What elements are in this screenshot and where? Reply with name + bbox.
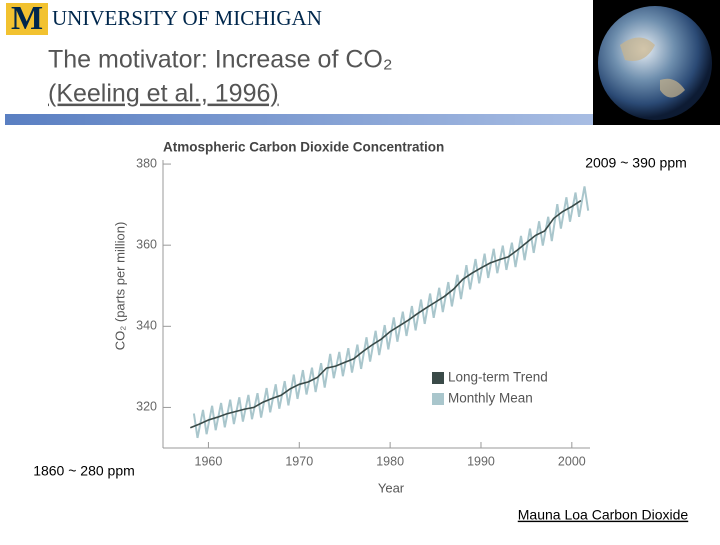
annotation: 1860 ~ 280 ppm [33, 463, 135, 479]
slide-title: The motivator: Increase of CO₂ [48, 46, 393, 74]
legend-swatch [432, 393, 444, 405]
x-tick-label: 1960 [195, 454, 223, 468]
y-tick-label: 320 [136, 400, 157, 414]
citation[interactable]: (Keeling et al., 1996) [48, 80, 279, 108]
earth-land [620, 37, 685, 98]
logo-letter: M [11, 0, 43, 37]
x-tick-label: 1990 [467, 454, 495, 468]
x-axis-label: Year [378, 480, 405, 495]
link[interactable]: Mauna Loa Carbon Dioxide [518, 507, 689, 523]
y-tick-label: 380 [136, 156, 157, 170]
legend-swatch [432, 372, 444, 384]
annotation: 2009 ~ 390 ppm [585, 155, 687, 171]
x-tick-label: 1970 [285, 454, 313, 468]
x-tick-label: 2000 [558, 454, 586, 468]
logo-block [6, 3, 48, 35]
university-name: UNIVERSITY OF MICHIGAN [52, 6, 322, 30]
legend-label: Monthly Mean [448, 391, 533, 406]
y-axis-label: CO₂ (parts per million) [112, 222, 127, 351]
x-tick-label: 1980 [376, 454, 404, 468]
y-tick-label: 340 [136, 319, 157, 333]
series-line [192, 186, 590, 439]
y-tick-label: 360 [136, 237, 157, 251]
title-rule [5, 114, 595, 125]
earth-image [598, 6, 712, 120]
series-line [190, 199, 582, 429]
legend-label: Long-term Trend [448, 370, 548, 385]
chart-title: Atmospheric Carbon Dioxide Concentration [163, 140, 444, 155]
chart: Atmospheric Carbon Dioxide Concentration… [112, 140, 590, 495]
